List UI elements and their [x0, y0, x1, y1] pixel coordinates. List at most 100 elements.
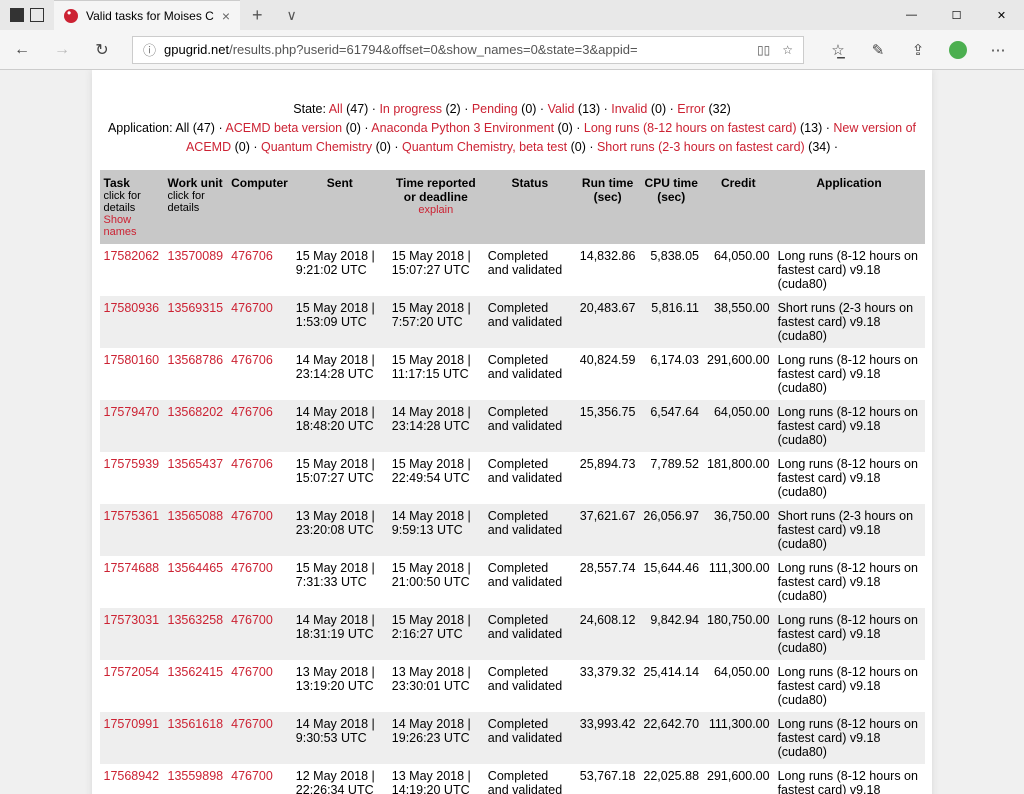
minimize-button[interactable]: — [889, 0, 934, 30]
browser-window: Valid tasks for Moises C × + ∨ — ☐ ✕ ← →… [0, 0, 1024, 794]
explain-link[interactable]: explain [392, 204, 480, 216]
workunit-link[interactable]: 13559898 [164, 764, 228, 794]
computer-link[interactable]: 476700 [227, 608, 292, 660]
reading-view-icon[interactable]: ▯▯ [757, 43, 770, 57]
task-link[interactable]: 17570991 [100, 712, 164, 764]
workunit-link[interactable]: 13562415 [164, 660, 228, 712]
filter-link[interactable]: All [329, 102, 343, 116]
reported-cell: 14 May 2018 | 9:59:13 UTC [388, 504, 484, 556]
share-icon[interactable]: ⇪ [900, 34, 936, 66]
browser-tab[interactable]: Valid tasks for Moises C × [54, 0, 240, 30]
task-icon-1[interactable] [10, 8, 24, 22]
workunit-link[interactable]: 13561618 [164, 712, 228, 764]
credit-cell: 36,750.00 [703, 504, 774, 556]
filter-link[interactable]: In progress [379, 102, 442, 116]
status-cell: Completed and validated [484, 764, 576, 794]
filter-link[interactable]: Quantum Chemistry [261, 140, 372, 154]
page-content[interactable]: State: All (47) · In progress (2) · Pend… [0, 70, 1024, 794]
task-link[interactable]: 17575361 [100, 504, 164, 556]
refresh-button[interactable]: ↻ [84, 34, 120, 66]
runtime-cell: 15,356.75 [576, 400, 640, 452]
computer-link[interactable]: 476706 [227, 244, 292, 296]
task-link[interactable]: 17575939 [100, 452, 164, 504]
computer-link[interactable]: 476706 [227, 400, 292, 452]
favorite-icon[interactable]: ☆ [782, 43, 793, 57]
new-tab-button[interactable]: + [240, 5, 275, 26]
results-table: Taskclick for detailsShow names Work uni… [100, 170, 925, 794]
application-cell: Long runs (8-12 hours on fastest card) v… [774, 556, 925, 608]
filter-link[interactable]: Error [677, 102, 705, 116]
runtime-cell: 33,993.42 [576, 712, 640, 764]
workunit-link[interactable]: 13565437 [164, 452, 228, 504]
cputime-cell: 26,056.97 [639, 504, 703, 556]
task-link[interactable]: 17574688 [100, 556, 164, 608]
status-cell: Completed and validated [484, 608, 576, 660]
filter-link[interactable]: Anaconda Python 3 Environment [371, 121, 554, 135]
computer-link[interactable]: 476706 [227, 348, 292, 400]
computer-link[interactable]: 476700 [227, 504, 292, 556]
url-box[interactable]: ⓘ gpugrid.net/results.php?userid=61794&o… [132, 36, 804, 64]
more-icon[interactable]: ⋯ [980, 34, 1016, 66]
workunit-link[interactable]: 13563258 [164, 608, 228, 660]
maximize-button[interactable]: ☐ [934, 0, 979, 30]
computer-link[interactable]: 476700 [227, 556, 292, 608]
table-row: 175689421355989847670012 May 2018 | 22:2… [100, 764, 925, 794]
task-link[interactable]: 17572054 [100, 660, 164, 712]
computer-link[interactable]: 476700 [227, 712, 292, 764]
tab-close-icon[interactable]: × [222, 8, 230, 24]
favorites-list-icon[interactable]: ☆̲ [820, 34, 856, 66]
application-cell: Long runs (8-12 hours on fastest card) v… [774, 400, 925, 452]
reported-cell: 15 May 2018 | 11:17:15 UTC [388, 348, 484, 400]
workunit-link[interactable]: 13568786 [164, 348, 228, 400]
table-row: 175801601356878647670614 May 2018 | 23:1… [100, 348, 925, 400]
task-link[interactable]: 17582062 [100, 244, 164, 296]
task-icon-2[interactable] [30, 8, 44, 22]
cputime-cell: 5,816.11 [639, 296, 703, 348]
credit-cell: 111,300.00 [703, 712, 774, 764]
filter-link[interactable]: Valid [548, 102, 575, 116]
filter-link[interactable]: Pending [472, 102, 518, 116]
table-row: 175730311356325847670014 May 2018 | 18:3… [100, 608, 925, 660]
sent-cell: 13 May 2018 | 23:20:08 UTC [292, 504, 388, 556]
table-row: 175753611356508847670013 May 2018 | 23:2… [100, 504, 925, 556]
task-link[interactable]: 17579470 [100, 400, 164, 452]
computer-link[interactable]: 476700 [227, 296, 292, 348]
sent-cell: 15 May 2018 | 15:07:27 UTC [292, 452, 388, 504]
show-names-link[interactable]: Show names [104, 214, 160, 238]
filter-link[interactable]: ACEMD beta version [225, 121, 342, 135]
workunit-link[interactable]: 13569315 [164, 296, 228, 348]
credit-cell: 181,800.00 [703, 452, 774, 504]
task-link[interactable]: 17568942 [100, 764, 164, 794]
computer-link[interactable]: 476700 [227, 764, 292, 794]
filter-link[interactable]: Long runs (8-12 hours on fastest card) [584, 121, 797, 135]
th-task: Taskclick for detailsShow names [100, 170, 164, 244]
forward-button[interactable]: → [44, 34, 80, 66]
status-cell: Completed and validated [484, 712, 576, 764]
cputime-cell: 6,174.03 [639, 348, 703, 400]
table-row: 175759391356543747670615 May 2018 | 15:0… [100, 452, 925, 504]
filter-link[interactable]: Quantum Chemistry, beta test [402, 140, 567, 154]
task-link[interactable]: 17580936 [100, 296, 164, 348]
computer-link[interactable]: 476706 [227, 452, 292, 504]
extension-icon[interactable] [940, 34, 976, 66]
workunit-link[interactable]: 13565088 [164, 504, 228, 556]
computer-link[interactable]: 476700 [227, 660, 292, 712]
workunit-link[interactable]: 13568202 [164, 400, 228, 452]
cputime-cell: 7,789.52 [639, 452, 703, 504]
task-link[interactable]: 17573031 [100, 608, 164, 660]
filter-link[interactable]: Short runs (2-3 hours on fastest card) [597, 140, 805, 154]
workunit-link[interactable]: 13570089 [164, 244, 228, 296]
workunit-link[interactable]: 13564465 [164, 556, 228, 608]
table-row: 175746881356446547670015 May 2018 | 7:31… [100, 556, 925, 608]
credit-cell: 291,600.00 [703, 764, 774, 794]
back-button[interactable]: ← [4, 34, 40, 66]
filter-link[interactable]: Invalid [611, 102, 647, 116]
notes-icon[interactable]: ✎ [860, 34, 896, 66]
site-info-icon[interactable]: ⓘ [143, 40, 156, 59]
tab-overflow-icon[interactable]: ∨ [275, 7, 309, 24]
credit-cell: 64,050.00 [703, 660, 774, 712]
cputime-cell: 25,414.14 [639, 660, 703, 712]
status-cell: Completed and validated [484, 556, 576, 608]
task-link[interactable]: 17580160 [100, 348, 164, 400]
window-close-button[interactable]: ✕ [979, 0, 1024, 30]
